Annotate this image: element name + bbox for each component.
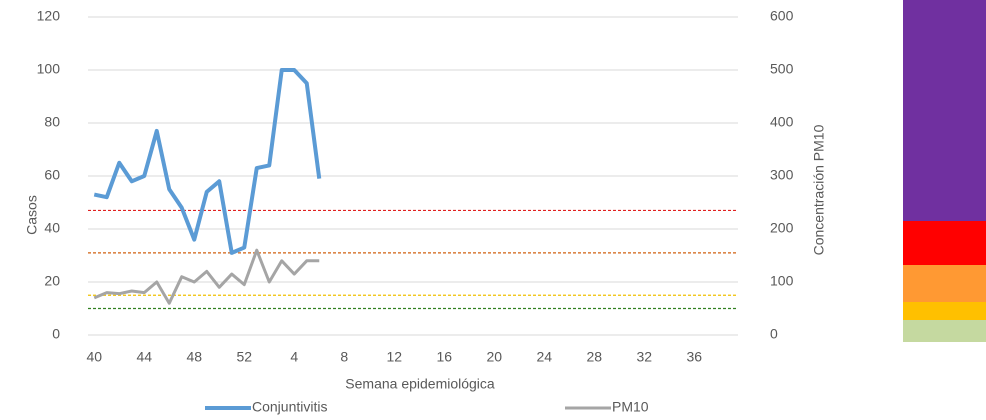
y-tick-label: 100 (37, 61, 61, 77)
x-tick-label: 20 (486, 349, 502, 365)
y2-tick-label: 100 (770, 273, 794, 289)
x-tick-label: 8 (340, 349, 348, 365)
y2-tick-label: 600 (770, 8, 794, 24)
y2-tick-label: 300 (770, 167, 794, 183)
x-tick-label: 52 (236, 349, 252, 365)
x-tick-label: 24 (536, 349, 552, 365)
x-tick-label: 28 (586, 349, 602, 365)
y-tick-label: 60 (44, 167, 60, 183)
y2-axis-title: Concentración PM10 (811, 124, 827, 255)
y2-tick-label: 200 (770, 220, 794, 236)
x-tick-label: 12 (386, 349, 402, 365)
scale-band (903, 265, 986, 302)
y-axis-title: Casos (24, 195, 40, 235)
x-tick-label: 16 (436, 349, 452, 365)
legend-label: PM10 (612, 399, 649, 415)
y2-tick-label: 500 (770, 61, 794, 77)
x-tick-label: 40 (86, 349, 102, 365)
y2-tick-label: 400 (770, 114, 794, 130)
y-tick-label: 20 (44, 273, 60, 289)
x-tick-label: 4 (290, 349, 298, 365)
y2-tick-label: 0 (770, 326, 778, 342)
y-tick-label: 120 (37, 8, 61, 24)
y-tick-label: 80 (44, 114, 60, 130)
y-tick-label: 0 (52, 326, 60, 342)
scale-band (903, 0, 986, 221)
x-tick-label: 32 (636, 349, 652, 365)
series-line (93, 68, 322, 255)
y-tick-label: 40 (44, 220, 60, 236)
x-tick-label: 44 (136, 349, 152, 365)
x-axis-title: Semana epidemiológica (345, 376, 495, 392)
x-tick-label: 48 (186, 349, 202, 365)
scale-band (903, 302, 986, 320)
scale-band (903, 221, 986, 265)
legend-label: Conjuntivitis (252, 399, 327, 415)
scale-band (903, 320, 986, 342)
series-line (93, 248, 320, 305)
x-tick-label: 36 (686, 349, 702, 365)
